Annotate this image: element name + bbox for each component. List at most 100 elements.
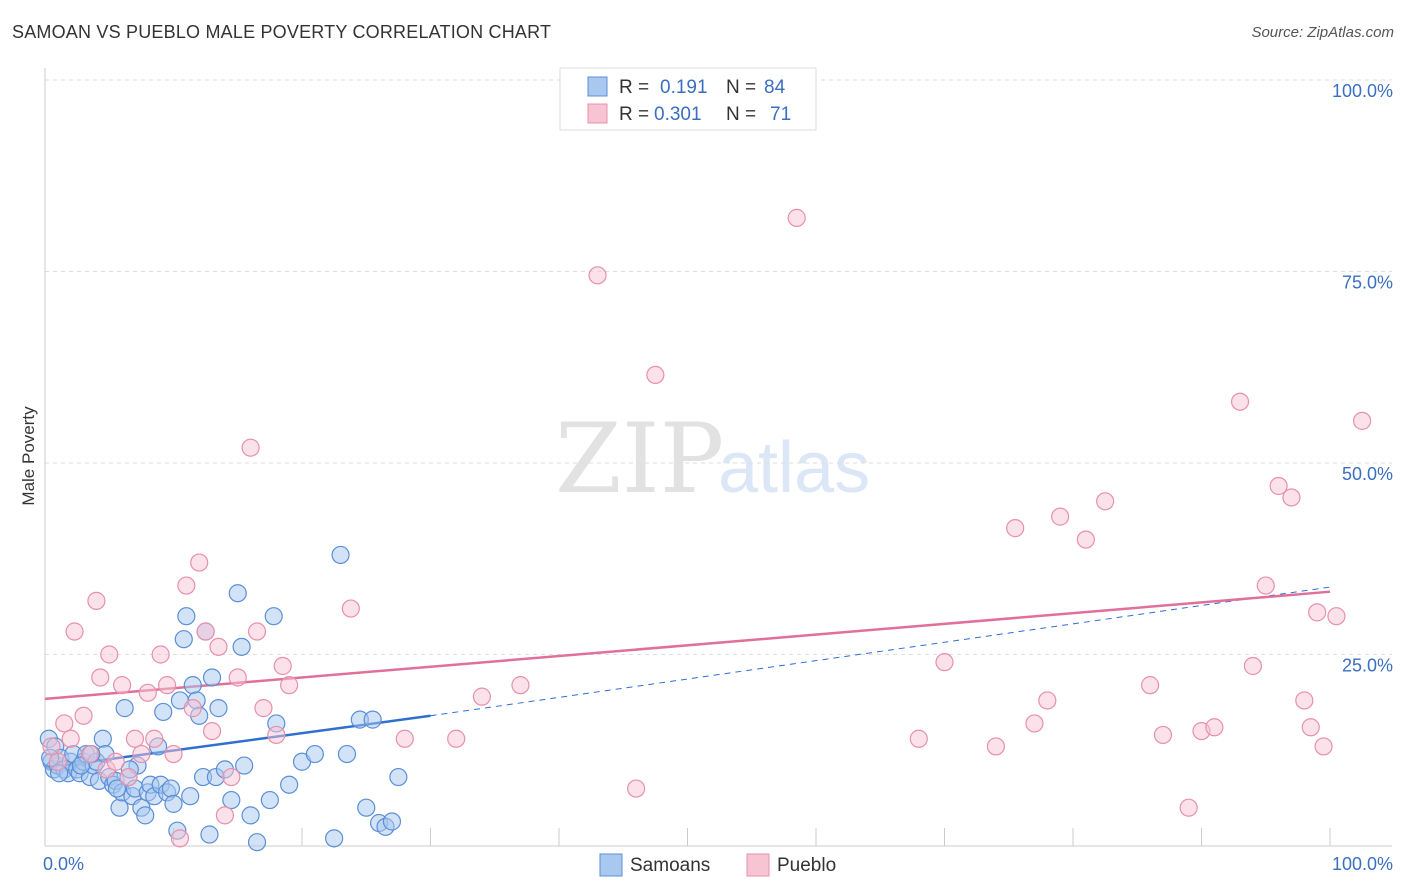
series-legend: Samoans Pueblo bbox=[599, 853, 836, 877]
watermark: ZIP atlas bbox=[555, 403, 870, 515]
point-pueblo-30 bbox=[228, 668, 247, 687]
point-pueblo-13 bbox=[119, 767, 138, 787]
point-pueblo-2 bbox=[55, 714, 74, 733]
point-pueblo-68 bbox=[1314, 737, 1333, 756]
point-samoans-72 bbox=[357, 798, 376, 817]
point-pueblo-64 bbox=[1282, 488, 1301, 507]
point-pueblo-42 bbox=[588, 266, 607, 285]
point-pueblo-40 bbox=[472, 687, 491, 706]
point-samoans-59 bbox=[235, 756, 254, 775]
point-pueblo-0 bbox=[42, 737, 61, 756]
correlation-legend: R = 0.191 N = 84 R = 0.301 N = 71 bbox=[559, 67, 817, 131]
point-pueblo-60 bbox=[1230, 392, 1250, 411]
trend-line-samoans-extension bbox=[430, 586, 1331, 717]
point-pueblo-1 bbox=[48, 752, 67, 771]
legend-n-label-samoans: N = bbox=[726, 77, 761, 98]
legend-r-label-pueblo: R = bbox=[619, 104, 654, 125]
y-tick-label-1: 50.0% bbox=[1342, 464, 1393, 484]
point-pueblo-65 bbox=[1295, 691, 1314, 710]
point-pueblo-26 bbox=[202, 721, 222, 741]
y-tick-label-0: 25.0% bbox=[1342, 656, 1393, 676]
svg-text:R = 0.191 N =: R = 0.191 N = 84 bbox=[619, 77, 786, 98]
point-pueblo-15 bbox=[132, 744, 151, 764]
point-samoans-18 bbox=[93, 729, 112, 748]
point-pueblo-10 bbox=[100, 645, 119, 664]
point-pueblo-52 bbox=[1051, 507, 1070, 526]
point-pueblo-18 bbox=[151, 645, 170, 664]
point-pueblo-7 bbox=[87, 591, 106, 610]
legend-r-value-pueblo: 0.301 bbox=[654, 104, 702, 125]
page-title: SAMOAN VS PUEBLO MALE POVERTY CORRELATIO… bbox=[12, 22, 552, 42]
point-pueblo-38 bbox=[395, 729, 414, 748]
x-tick-label-1: 100.0% bbox=[1332, 854, 1393, 874]
x-tick-label-0: 0.0% bbox=[43, 854, 84, 874]
point-pueblo-11 bbox=[106, 752, 125, 771]
point-pueblo-69 bbox=[1327, 607, 1346, 626]
trend-line-pueblo bbox=[44, 590, 1331, 701]
point-pueblo-56 bbox=[1153, 725, 1173, 745]
point-pueblo-39 bbox=[447, 729, 466, 748]
svg-text:R = 0.301 N =: R = 0.301 N = 71 bbox=[619, 104, 791, 125]
point-pueblo-22 bbox=[177, 576, 196, 595]
point-samoans-45 bbox=[181, 787, 200, 806]
point-pueblo-62 bbox=[1256, 576, 1275, 595]
watermark-atlas: atlas bbox=[718, 428, 870, 508]
point-pueblo-32 bbox=[247, 622, 267, 641]
tick-labels: 25.0% 50.0% 75.0% 100.0% 0.0% 100.0% bbox=[43, 81, 1393, 874]
watermark-zip: ZIP bbox=[555, 403, 724, 515]
point-samoans-57 bbox=[228, 584, 247, 603]
point-samoans-62 bbox=[260, 790, 279, 810]
legend-n-value-pueblo: 71 bbox=[770, 104, 791, 125]
point-pueblo-44 bbox=[646, 365, 665, 385]
point-pueblo-66 bbox=[1301, 718, 1320, 737]
point-pueblo-28 bbox=[215, 806, 234, 825]
point-pueblo-43 bbox=[626, 779, 646, 798]
point-samoans-44 bbox=[177, 607, 196, 626]
point-samoans-58 bbox=[232, 637, 251, 656]
legend-n-value-samoans: 84 bbox=[764, 77, 786, 98]
point-samoans-52 bbox=[202, 668, 222, 687]
point-pueblo-31 bbox=[241, 438, 260, 457]
y-axis-label: Male Poverty bbox=[19, 406, 38, 506]
legend-swatch-samoans bbox=[587, 76, 608, 97]
point-samoans-69 bbox=[331, 545, 350, 565]
legend-n-label-pueblo: N = bbox=[726, 104, 761, 125]
point-pueblo-48 bbox=[986, 737, 1006, 756]
point-pueblo-25 bbox=[196, 622, 215, 641]
bottom-legend-swatch-pueblo bbox=[746, 853, 770, 877]
point-pueblo-24 bbox=[190, 553, 209, 572]
point-pueblo-53 bbox=[1076, 530, 1095, 549]
point-pueblo-23 bbox=[183, 699, 202, 718]
point-pueblo-33 bbox=[254, 699, 273, 718]
point-pueblo-6 bbox=[80, 744, 100, 764]
point-samoans-31 bbox=[136, 806, 155, 825]
bottom-legend-pueblo: Pueblo bbox=[777, 855, 836, 876]
point-samoans-70 bbox=[337, 744, 357, 764]
bottom-legend-samoans: Samoans bbox=[630, 855, 710, 876]
point-samoans-56 bbox=[222, 790, 241, 810]
point-pueblo-12 bbox=[112, 676, 132, 695]
point-pueblo-16 bbox=[138, 683, 157, 702]
point-pueblo-3 bbox=[61, 729, 80, 748]
legend-r-value-samoans: 0.191 bbox=[660, 77, 708, 98]
point-pueblo-4 bbox=[65, 622, 84, 641]
legend-r-label-samoans: R = bbox=[619, 77, 654, 98]
point-samoans-61 bbox=[247, 833, 267, 852]
point-pueblo-17 bbox=[145, 729, 164, 748]
point-samoans-73 bbox=[363, 710, 382, 729]
point-pueblo-67 bbox=[1308, 603, 1327, 622]
point-samoans-77 bbox=[389, 767, 408, 787]
point-samoans-67 bbox=[305, 744, 324, 764]
point-pueblo-47 bbox=[935, 653, 954, 672]
point-pueblo-37 bbox=[341, 599, 360, 618]
point-samoans-51 bbox=[200, 825, 219, 844]
grid bbox=[45, 79, 1392, 655]
point-pueblo-8 bbox=[91, 668, 110, 687]
point-pueblo-5 bbox=[74, 706, 93, 725]
point-pueblo-35 bbox=[273, 656, 292, 676]
point-samoans-46 bbox=[183, 676, 202, 695]
bottom-legend-swatch-samoans bbox=[599, 853, 623, 877]
point-pueblo-20 bbox=[164, 744, 183, 764]
point-samoans-40 bbox=[164, 794, 183, 813]
